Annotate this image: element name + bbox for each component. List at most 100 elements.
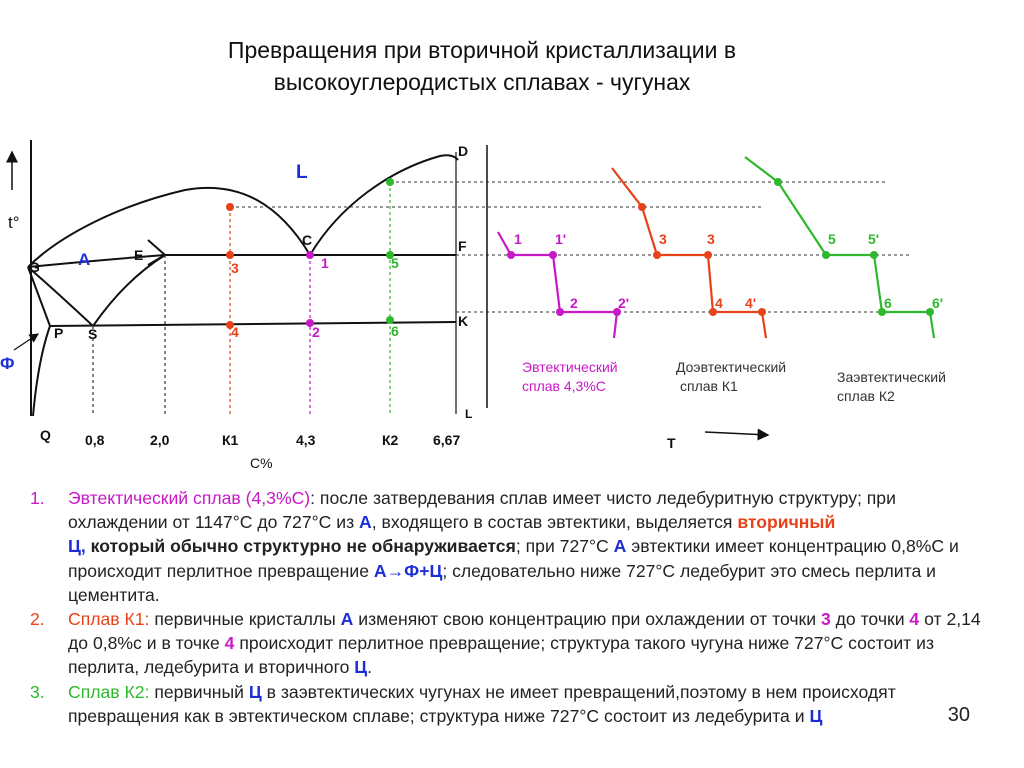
note-2-text-f: . (367, 657, 373, 678)
hyper-caption-line1: Заэвтектический (837, 369, 946, 385)
note-3-number: 3. (30, 681, 45, 702)
note-3-text-a: первичный (149, 681, 249, 702)
axis-x-label: C% (250, 455, 273, 471)
note-2-text-d: от 2,14 до 0,8%с и в точке (68, 609, 981, 654)
note-3-heading: Сплав К2: (68, 681, 150, 702)
gp-line (27, 266, 51, 327)
eutectic-point-1 (306, 251, 314, 259)
liquidus-left-curve (27, 186, 311, 268)
note-1-text-b: , входящего в состав эвтектики, выделяет… (371, 512, 738, 533)
k2-liquidus-point (386, 178, 394, 186)
eutectic-curve-point-1 (507, 251, 515, 259)
liquidus-right-curve (309, 154, 459, 256)
point-g-label: G (29, 259, 40, 275)
point-d-label: D (458, 143, 468, 159)
note-2-point-4b: 4 (224, 633, 235, 654)
hyper-curve-point-6 (878, 308, 886, 316)
note-k2: 3. Сплав К2: первичный Ц в заэвтектически… (30, 680, 990, 728)
ferrite-arrow (13, 333, 39, 351)
pq-line (32, 325, 51, 417)
hyper-caption-line2: сплав К2 (837, 388, 895, 404)
k2-point-5 (386, 251, 394, 259)
title-line-2: высокоуглеродистых сплавах - чугунах (273, 69, 691, 95)
explanation-list: 1. Эвтектический сплав (4,3%С): после зат… (30, 486, 990, 728)
eutectic-curve-label-2: 2 (570, 295, 578, 311)
x-tick-6-67: 6,67 (433, 432, 460, 448)
note-1-heading: Эвтектический сплав (4,3%С) (68, 488, 311, 508)
hyper-curve-label-6p: 6' (932, 295, 943, 311)
region-a-label: A (78, 250, 90, 269)
note-1-reaction: А→Ф+Ц (373, 560, 443, 581)
note-2-text-a: первичные кристаллы (149, 609, 341, 630)
note-2-austenite: А (340, 609, 354, 630)
x-tick-4-3: 4,3 (296, 432, 316, 448)
hyper-curve-point-6p (926, 308, 934, 316)
hypereutectic-cooling-curve (744, 156, 936, 339)
note-2-text-e: происходит перлитное превращение; структ… (68, 633, 935, 678)
hyper-curve-point-5 (822, 251, 830, 259)
k2-point-6 (386, 316, 394, 324)
note-3-cementite-2: Ц (809, 705, 823, 726)
eutectic-curve-label-2p: 2' (618, 295, 629, 311)
page-number: 30 (947, 704, 970, 726)
note-1-text-e: эвтектики имеет концентрацию 0,8%С и про… (68, 536, 959, 581)
gs-line (27, 266, 94, 327)
diagram-canvas: t° L A Ф G E C D F K P S Q L 0,8 2,0 К1 … (0, 140, 946, 471)
note-1-cementite: Ц, (68, 536, 86, 557)
eutectic-label-1: 1 (321, 255, 329, 271)
k1-label-3: 3 (231, 260, 239, 276)
note-2-number: 2. (30, 609, 45, 630)
note-2-heading: Сплав К1: (68, 609, 150, 630)
k2-label-6: 6 (391, 323, 399, 339)
eutectic-caption-line1: Эвтектический (522, 359, 618, 375)
hyper-curve-label-5: 5 (828, 231, 836, 247)
hypo-caption-line2: сплав К1 (680, 378, 738, 394)
point-k-label: K (458, 313, 468, 329)
hypo-curve-label-4: 4 (715, 295, 723, 311)
note-2-point-4: 4 (909, 609, 920, 630)
hypo-curve-point-liquidus (638, 203, 646, 211)
note-1-text-a: : после затвердевания сплав имеет чисто … (68, 488, 896, 533)
hyper-curve-label-5p: 5' (868, 231, 879, 247)
slide-title: Превращения при вторичной кристаллизации… (0, 34, 964, 98)
title-line-1: Превращения при вторичной кристаллизации… (227, 37, 737, 63)
es-line (92, 254, 166, 327)
note-1-text-d: ; при 727°С (515, 536, 614, 557)
point-c-label: C (302, 232, 312, 248)
note-1-text-c: который обычно структурно не обнаруживае… (85, 536, 516, 557)
time-arrow (704, 428, 770, 441)
axis-y-label: t° (8, 213, 20, 232)
x-tick-0-8: 0,8 (85, 432, 105, 448)
k1-point-4 (226, 321, 234, 329)
note-1-secondary: вторичный (737, 512, 836, 533)
k1-label-4: 4 (231, 324, 239, 340)
hyper-curve-label-6: 6 (884, 295, 892, 311)
note-k1: 2. Сплав К1: первичные кристаллы А изменя… (30, 607, 990, 680)
note-1-austenite-2: А (613, 536, 627, 557)
eutectic-point-2 (306, 319, 314, 327)
hypo-curve-label-3: 3 (659, 231, 667, 247)
x-tick-2-0: 2,0 (150, 432, 170, 448)
hypo-curve-point-3b (704, 251, 712, 259)
k1-point-3 (226, 251, 234, 259)
note-1-text-f: ; следовательно ниже 727°С ледебурит это… (68, 560, 936, 605)
hypo-curve-point-4 (709, 308, 717, 316)
solidus-line (27, 254, 166, 268)
note-2-point-3: 3 (820, 609, 831, 630)
hypoeutectic-cooling-curve (611, 167, 768, 339)
eutectic-curve-label-1p: 1' (555, 231, 566, 247)
note-1-number: 1. (30, 488, 45, 508)
x-tick-k1: К1 (222, 432, 239, 448)
hypo-curve-label-3b: 3 (707, 231, 715, 247)
region-f-label: Ф (0, 354, 15, 373)
k1-liquidus-point (226, 203, 234, 211)
time-axis-label: T (667, 435, 676, 451)
hyper-curve-point-liquidus (774, 178, 782, 186)
hypo-curve-point-4p (758, 308, 766, 316)
point-s-label: S (88, 326, 97, 342)
hyper-curve-point-5p (870, 251, 878, 259)
point-l-label: L (465, 407, 472, 421)
x-tick-k2: К2 (382, 432, 399, 448)
eutectic-curve-label-1: 1 (514, 231, 522, 247)
point-e-label: E (134, 247, 143, 263)
